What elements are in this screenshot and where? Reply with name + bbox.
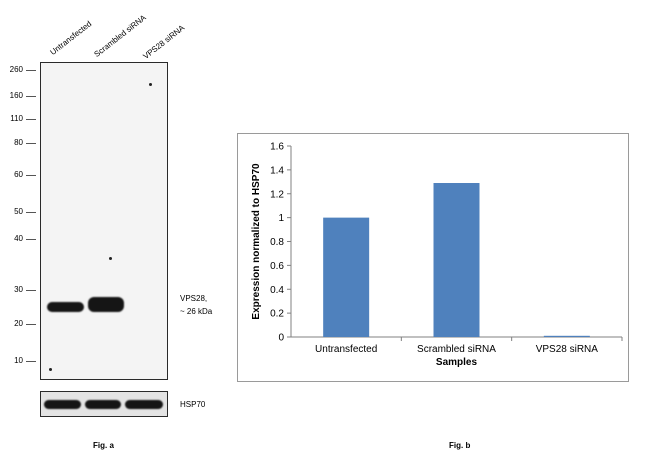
marker-tick	[26, 361, 36, 362]
x-axis-title: Samples	[436, 357, 478, 368]
band-label-line2: ~ 26 kDa	[180, 307, 213, 316]
marker-30: 30	[14, 285, 23, 294]
bar-vps28-sirna	[543, 335, 590, 337]
marker-40: 40	[14, 234, 23, 243]
hsp70-band	[125, 400, 163, 409]
blot-speck	[149, 83, 152, 86]
y-tick-label: 1	[278, 213, 284, 224]
y-tick-label: 1.4	[270, 165, 284, 176]
y-tick-label: 1.6	[270, 142, 284, 153]
marker-80: 80	[14, 138, 23, 147]
marker-50: 50	[14, 207, 23, 216]
marker-10: 10	[14, 356, 23, 365]
marker-tick	[26, 175, 36, 176]
y-axis-title: Expression normalized to HSP70	[251, 163, 262, 320]
marker-tick	[26, 290, 36, 291]
band-label-line1: VPS28,	[180, 294, 208, 303]
chart-frame	[237, 133, 629, 382]
y-tick-label: 1.2	[270, 189, 284, 200]
marker-110: 110	[10, 114, 23, 123]
marker-20: 20	[14, 319, 23, 328]
blot-membrane	[40, 62, 168, 380]
band-scrambled	[88, 297, 124, 312]
y-tick-label: 0	[278, 333, 284, 344]
marker-tick	[26, 212, 36, 213]
hsp70-label: HSP70	[180, 400, 206, 409]
blot-speck	[109, 257, 112, 260]
hsp70-band	[44, 400, 81, 409]
x-tick-label: VPS28 siRNA	[536, 344, 599, 355]
marker-tick	[26, 324, 36, 325]
blot-speck	[49, 368, 52, 371]
hsp70-strip	[40, 391, 168, 417]
x-tick-label: Untransfected	[315, 344, 377, 355]
marker-tick	[26, 239, 36, 240]
y-tick-label: 0.2	[270, 309, 284, 320]
hsp70-band	[85, 400, 121, 409]
marker-tick	[26, 70, 36, 71]
marker-160: 160	[9, 91, 23, 100]
marker-tick	[26, 119, 36, 120]
figure-b-label: Fig. b	[449, 441, 471, 450]
bar-untransfected	[323, 217, 370, 337]
figure-a-label: Fig. a	[93, 441, 114, 450]
chart-layer: 0 0.2 0.4 0.6 0.8 1 1.2 1.4 1.6 Untransfected Scra…	[251, 142, 623, 368]
band-untransfected	[47, 302, 84, 312]
y-tick-label: 0.4	[270, 285, 284, 296]
marker-60: 60	[14, 170, 23, 179]
bar-scrambled-sirna	[433, 183, 480, 337]
marker-tick	[26, 96, 36, 97]
marker-260: 260	[9, 65, 23, 74]
x-tick-label: Scrambled siRNA	[417, 344, 496, 355]
marker-tick	[26, 143, 36, 144]
y-tick-label: 0.8	[270, 237, 284, 248]
y-tick-label: 0.6	[270, 261, 284, 272]
